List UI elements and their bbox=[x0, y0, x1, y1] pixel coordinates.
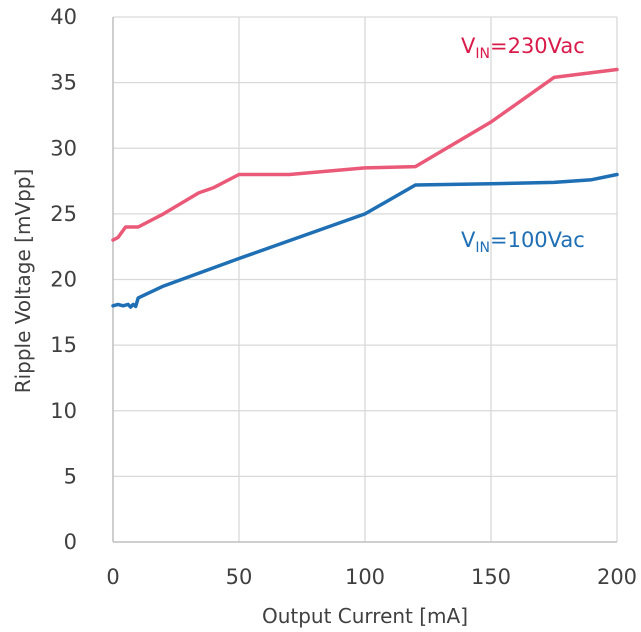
y-tick-label: 35 bbox=[50, 71, 77, 95]
y-tick-label: 40 bbox=[50, 5, 77, 29]
x-tick-label: 100 bbox=[345, 565, 385, 589]
y-tick-label: 30 bbox=[50, 136, 77, 160]
y-tick-label: 10 bbox=[50, 399, 77, 423]
series-label-1: VIN=230Vac bbox=[461, 34, 585, 62]
x-tick-label: 50 bbox=[226, 565, 253, 589]
series-line-1 bbox=[111, 67, 619, 242]
y-tick-label: 20 bbox=[50, 268, 77, 292]
x-tick-label: 0 bbox=[106, 565, 119, 589]
series-line-2 bbox=[111, 172, 619, 309]
y-tick-label: 15 bbox=[50, 333, 77, 357]
y-axis-title: Ripple Voltage [mVpp] bbox=[11, 169, 35, 394]
y-tick-label: 25 bbox=[50, 202, 77, 226]
y-tick-label: 5 bbox=[64, 464, 77, 488]
tick-labels: 0 5 10 15 20 25 30 35 40 0 50 100 150 200 bbox=[50, 5, 637, 589]
x-tick-label: 150 bbox=[471, 565, 511, 589]
grid bbox=[113, 16, 618, 542]
series-label-2: VIN=100Vac bbox=[461, 228, 585, 256]
annotations: VIN=230Vac VIN=100Vac bbox=[461, 34, 585, 256]
y-tick-label: 0 bbox=[64, 530, 77, 554]
x-tick-label: 200 bbox=[597, 565, 637, 589]
series-lines bbox=[111, 67, 619, 309]
axes bbox=[112, 17, 617, 543]
x-axis-title: Output Current [mA] bbox=[262, 604, 468, 628]
